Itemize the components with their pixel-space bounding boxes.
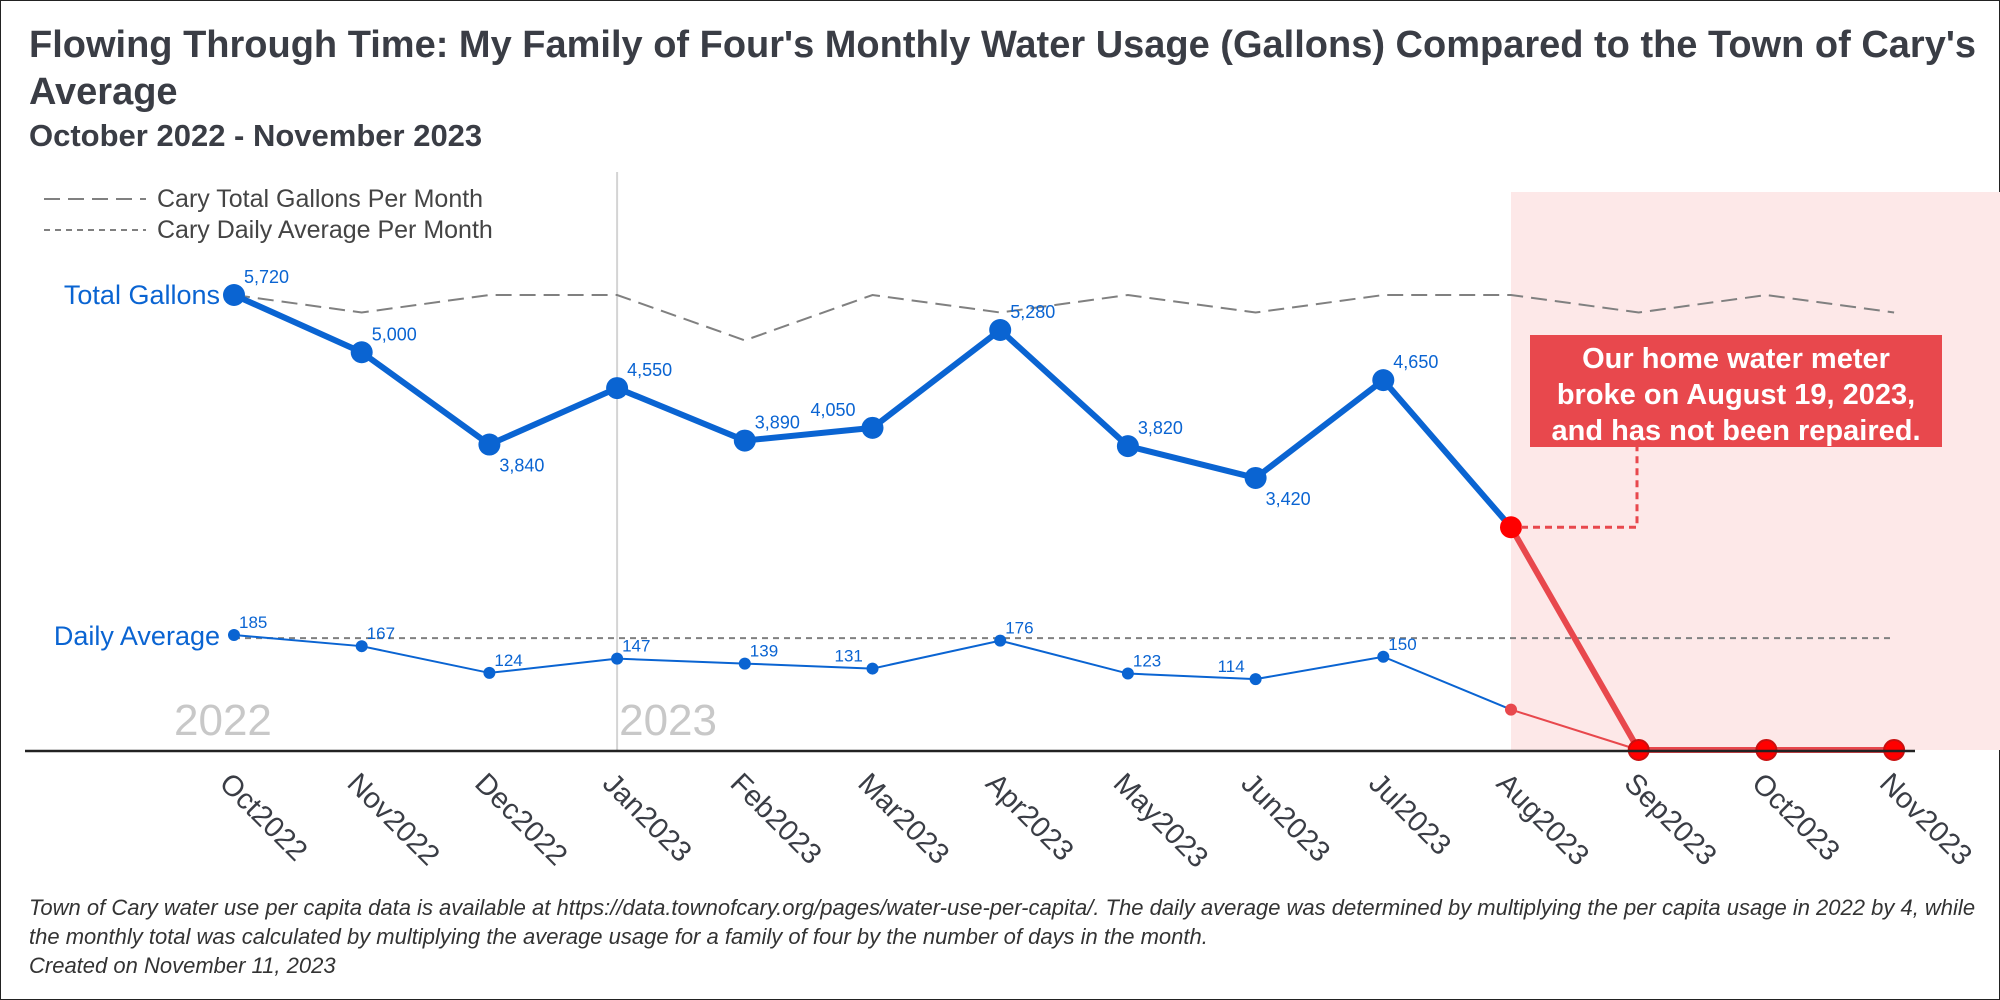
total-point-Jan2023 xyxy=(606,377,629,400)
cary-total-line xyxy=(233,293,1895,342)
daily-point-Mar2023 xyxy=(866,662,879,675)
daily-label-May2023: 123 xyxy=(1133,652,1161,671)
daily-label-Jul2023: 150 xyxy=(1388,635,1416,654)
meter-annotation: Our home water meter broke on August 19, … xyxy=(1521,335,1942,529)
daily-average-broken-line xyxy=(1510,708,1640,751)
daily-label-Jun2023: 114 xyxy=(1218,657,1245,676)
legend-label-cary-total: Cary Total Gallons Per Month xyxy=(157,185,483,213)
meter-broken-region xyxy=(1511,192,2000,750)
series-label-daily: Daily Average xyxy=(54,621,220,651)
data-points xyxy=(223,284,1906,761)
total-label-Oct2022: 5,720 xyxy=(244,267,289,287)
tick-label-Aug2023: Aug2023 xyxy=(1490,767,1595,872)
daily-point-Feb2023 xyxy=(738,657,751,670)
tick-label-Sep2023: Sep2023 xyxy=(1618,767,1723,872)
daily-point-Aug2023 xyxy=(1505,703,1517,716)
chart-title: Flowing Through Time: My Family of Four'… xyxy=(29,24,1977,113)
total-label-Apr2023: 5,280 xyxy=(1010,302,1055,322)
tick-label-Dec2022: Dec2022 xyxy=(468,767,573,872)
total-point-Mar2023 xyxy=(861,416,884,439)
daily-label-Mar2023: 131 xyxy=(835,647,863,666)
daily-label-Oct2022: 185 xyxy=(239,613,267,632)
daily-label-Nov2022: 167 xyxy=(367,624,395,643)
caption-created-date: Created on November 11, 2023 xyxy=(29,953,336,978)
daily-point-Jul2023 xyxy=(1377,650,1390,663)
tick-label-Apr2023: Apr2023 xyxy=(979,767,1079,867)
data-labels: 5,720 5,000 3,840 4,550 3,890 4,050 5,280 3,820… xyxy=(54,267,1438,676)
daily-point-May2023 xyxy=(1121,667,1134,680)
daily-point-Nov2022 xyxy=(355,640,368,653)
tick-label-Jul2023: Jul2023 xyxy=(1362,767,1456,861)
total-point-Feb2023 xyxy=(733,429,756,452)
total-point-Apr2023 xyxy=(989,319,1012,341)
total-gallons-line xyxy=(232,292,1514,530)
legend-label-cary-daily: Cary Daily Average Per Month xyxy=(157,216,493,244)
total-point-Oct2022 xyxy=(223,284,245,306)
tick-label-Mar2023: Mar2023 xyxy=(852,767,956,871)
total-label-Jul2023: 4,650 xyxy=(1393,352,1438,372)
annotation-line-2: broke on August 19, 2023, xyxy=(1557,379,1915,411)
total-label-Mar2023: 4,050 xyxy=(811,400,856,420)
x-axis-tick-labels: Oct2022 Nov2022 Dec2022 Jan2023 Feb2023 Mar20… xyxy=(213,767,1978,874)
daily-label-Jan2023: 147 xyxy=(622,637,650,656)
annotation-box xyxy=(1530,335,1942,447)
total-label-May2023: 3,820 xyxy=(1138,418,1183,438)
chart-caption: Town of Cary water use per capita data i… xyxy=(29,893,1979,980)
total-label-Nov2022: 5,000 xyxy=(372,324,417,344)
total-point-Nov2022 xyxy=(350,341,373,364)
legend: Cary Total Gallons Per Month Cary Daily A… xyxy=(44,185,493,244)
tick-label-Feb2023: Feb2023 xyxy=(724,767,828,871)
cary-reference-lines xyxy=(233,293,1895,640)
total-label-Feb2023: 3,890 xyxy=(755,413,800,433)
daily-point-Dec2022 xyxy=(483,666,496,679)
tick-label-Jun2023: Jun2023 xyxy=(1235,767,1336,868)
tick-label-Oct2022: Oct2022 xyxy=(213,767,313,867)
caption-source-note: Town of Cary water use per capita data i… xyxy=(29,895,1976,949)
chart-subtitle: October 2022 - November 2023 xyxy=(29,118,483,153)
total-point-May2023 xyxy=(1116,435,1139,458)
tick-label-Nov2022: Nov2022 xyxy=(341,767,446,872)
total-label-Jan2023: 4,550 xyxy=(627,360,672,380)
daily-label-Dec2022: 124 xyxy=(494,651,522,670)
tick-label-Nov2023: Nov2023 xyxy=(1873,767,1978,872)
tick-label-May2023: May2023 xyxy=(1107,767,1214,874)
total-point-Aug2023 xyxy=(1500,516,1522,539)
annotation-line-3: and has not been repaired. xyxy=(1551,415,1920,447)
year-label-2022: 2022 xyxy=(174,696,272,745)
tick-label-Oct2023: Oct2023 xyxy=(1745,767,1845,867)
tick-label-Jan2023: Jan2023 xyxy=(596,767,697,868)
total-label-Dec2022: 3,840 xyxy=(499,456,544,476)
daily-point-Jan2023 xyxy=(611,652,624,665)
series-label-total: Total Gallons xyxy=(64,280,220,310)
daily-label-Feb2023: 139 xyxy=(750,642,778,661)
total-label-Jun2023: 3,420 xyxy=(1266,489,1311,509)
annotation-connector xyxy=(1521,446,1639,529)
total-point-Jul2023 xyxy=(1372,369,1395,392)
daily-point-Apr2023 xyxy=(994,634,1007,647)
total-point-Jun2023 xyxy=(1244,466,1267,489)
year-label-2023: 2023 xyxy=(619,696,717,745)
daily-point-Oct2022 xyxy=(228,629,240,641)
annotation-line-1: Our home water meter xyxy=(1582,343,1890,375)
daily-point-Jun2023 xyxy=(1249,673,1262,686)
total-point-Dec2022 xyxy=(478,433,501,456)
daily-label-Apr2023: 176 xyxy=(1005,619,1033,638)
year-labels: 2022 2023 xyxy=(174,696,717,745)
